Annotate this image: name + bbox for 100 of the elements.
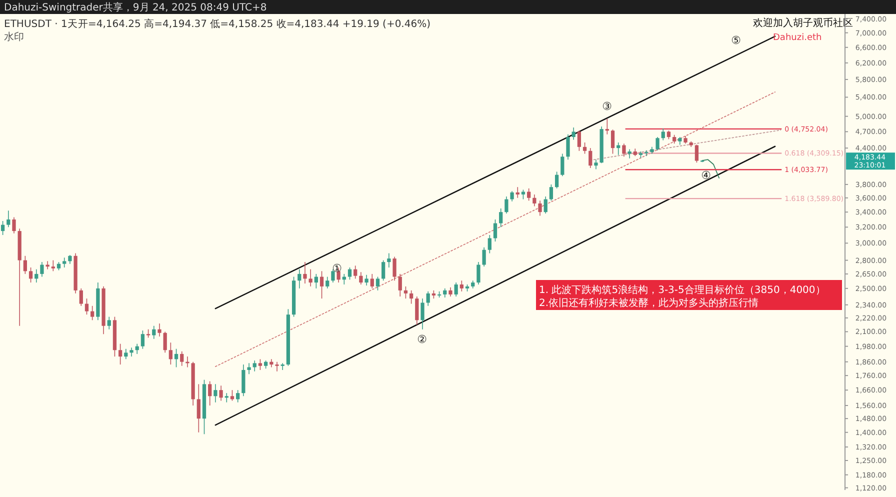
candlestick	[392, 256, 396, 281]
candlestick	[140, 330, 145, 350]
candlestick	[12, 216, 16, 234]
line-series	[702, 159, 720, 178]
candlestick	[398, 274, 402, 297]
candlestick	[152, 325, 156, 340]
candlestick	[320, 270, 324, 299]
candlestick	[426, 291, 430, 306]
candlestick	[376, 276, 380, 291]
candlestick	[510, 190, 514, 202]
text: ETHUSDT · 1天	[4, 19, 78, 30]
annotation: ③	[602, 100, 612, 113]
candlestick	[40, 262, 44, 278]
annotation: ①	[332, 262, 342, 275]
annotation: ②	[417, 333, 428, 346]
candlestick	[208, 380, 212, 406]
candlestick	[594, 159, 598, 170]
candlestick	[84, 298, 89, 315]
candlestick	[46, 260, 50, 270]
candlestick	[538, 200, 542, 216]
candlestick	[476, 262, 480, 285]
candlestick	[460, 280, 464, 292]
candlestick	[499, 208, 503, 228]
annotation: 2.依旧还有利好未被发酵，此为对多头的挤压行情	[539, 297, 759, 309]
candlestick	[364, 274, 368, 286]
candlestick	[0, 220, 5, 236]
candlestick	[314, 274, 318, 289]
candlestick	[124, 348, 128, 360]
candlestick	[610, 129, 615, 154]
candlestick	[628, 148, 632, 159]
annotation: 欢迎加入胡子观币社区	[753, 17, 853, 29]
candlestick	[420, 298, 424, 330]
annotation: 1. 此波下跌构筑5浪结构，3-3-5合理目标价位（3850，4000）	[539, 284, 826, 296]
annotation: ④	[701, 169, 712, 182]
candlestick	[404, 286, 408, 299]
candlestick	[527, 188, 531, 202]
candlestick	[359, 272, 363, 285]
candlestick	[196, 384, 200, 433]
candlestick	[566, 134, 570, 160]
candlestick	[180, 350, 184, 366]
annotation: Dahuzi.eth	[773, 33, 822, 43]
candlestick	[219, 385, 223, 402]
candlestick	[661, 128, 665, 141]
candlestick	[454, 282, 458, 297]
candlestick	[303, 262, 307, 284]
candlestick	[326, 276, 330, 289]
candlestick	[415, 296, 419, 326]
candlestick	[588, 148, 592, 168]
candlestick	[560, 153, 564, 177]
candlestick	[275, 361, 279, 372]
candlestick	[34, 268, 38, 283]
candlestick	[242, 364, 246, 397]
candlestick	[298, 268, 302, 289]
candlestick	[130, 347, 134, 357]
candlestick	[656, 136, 660, 151]
candlestick	[370, 274, 374, 289]
candlestick	[6, 210, 10, 228]
annotation: ⑤	[731, 34, 742, 47]
candlestick	[280, 362, 284, 370]
candlestick	[90, 306, 94, 321]
candlestick	[62, 257, 66, 268]
candlestick	[258, 358, 262, 370]
candlestick	[354, 265, 358, 280]
candlestick	[308, 268, 312, 287]
candlestick	[549, 184, 554, 202]
candlestick	[230, 390, 234, 402]
text: 开=4,164.25 高=4,194.37 低=4,158.25 收=4,183.44 +19.19 (+0.46%)	[78, 18, 431, 30]
candlestick	[79, 288, 83, 306]
candlestick	[577, 130, 582, 152]
candlestick	[158, 323, 162, 337]
candlestick	[387, 252, 391, 268]
candlestick	[605, 118, 609, 135]
candlestick	[488, 234, 492, 254]
candlestick	[214, 384, 218, 403]
candlestick	[107, 316, 111, 330]
candlestick	[493, 219, 498, 242]
candlestick	[448, 287, 452, 297]
candlestick	[582, 142, 587, 154]
candlestick	[516, 186, 520, 198]
candlestick	[236, 390, 240, 403]
candlestick	[163, 331, 167, 354]
candlestick	[409, 290, 414, 304]
candlestick	[622, 143, 626, 158]
candlestick	[554, 171, 559, 189]
candlestick	[348, 267, 352, 280]
candlestick	[118, 343, 122, 365]
candlestick	[174, 348, 178, 368]
candlestick	[168, 342, 172, 365]
candlestick	[521, 189, 526, 200]
annotation: 水印	[4, 31, 24, 43]
candlestick	[532, 194, 536, 207]
candlestick	[23, 255, 27, 274]
candlestick	[28, 267, 33, 283]
candlestick	[572, 127, 576, 140]
candlestick	[694, 144, 699, 163]
candlestick	[331, 268, 335, 283]
text: Dahuzi-Swingtrader共享，9月 24, 2025 08:49 UTC+8	[4, 2, 267, 14]
candlestick	[247, 362, 251, 375]
candlestick	[482, 246, 486, 267]
candlestick	[51, 260, 55, 272]
